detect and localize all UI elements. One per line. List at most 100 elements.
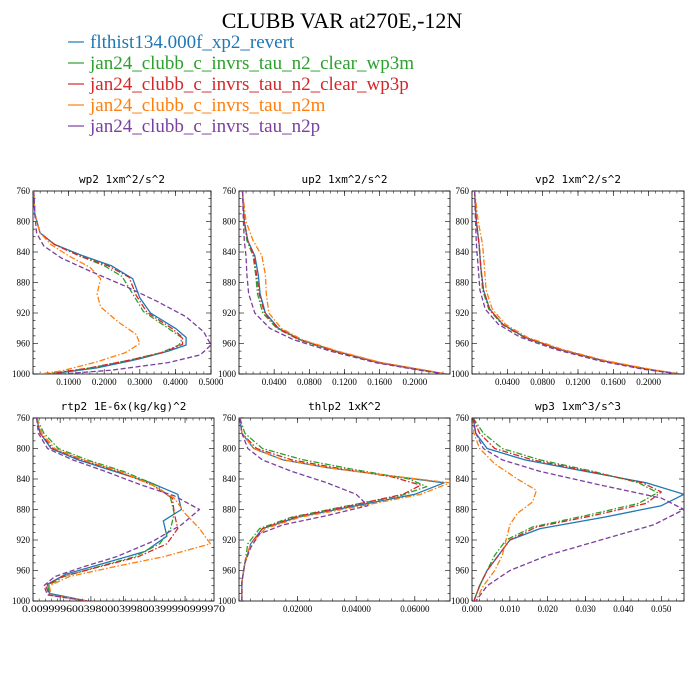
series-line-5	[239, 418, 369, 601]
series-line-3	[239, 418, 422, 601]
x-tick-label: 0.0800	[297, 377, 322, 387]
x-tick-label: 0.4000	[163, 377, 188, 387]
plot-frame	[238, 417, 451, 602]
panel-title: rtp2 1E-6x(kg/kg)^2	[61, 400, 187, 413]
series-line-3	[241, 191, 446, 374]
y-tick-label: 960	[456, 566, 470, 576]
x-tick-label: 0.0800	[530, 377, 555, 387]
y-tick-label: 760	[456, 413, 470, 423]
y-tick-label: 920	[17, 308, 31, 318]
y-tick-label: 920	[223, 535, 237, 545]
y-tick-label: 960	[223, 339, 237, 349]
plot-frame	[471, 190, 685, 375]
y-tick-label: 800	[223, 444, 237, 454]
x-tick-label: 0.1200	[566, 377, 591, 387]
legend-entry: jan24_clubb_c_invrs_tau_n2m	[89, 95, 326, 116]
x-tick-label: 0.1000	[56, 377, 81, 387]
x-tick-label: 0.0400	[495, 377, 520, 387]
x-tick-label: 0.1600	[601, 377, 626, 387]
y-tick-label: 920	[456, 308, 470, 318]
x-tick-label: 0.5000	[199, 377, 224, 387]
y-tick-label: 840	[456, 247, 470, 257]
panel-title: vp2 1xm^2/s^2	[535, 173, 621, 186]
y-tick-label: 800	[17, 444, 31, 454]
legend-entry: jan24_clubb_c_invrs_tau_n2_clear_wp3p	[89, 74, 409, 95]
x-tick-label: 0.000	[462, 604, 483, 614]
x-tick-label: 0.1600	[367, 377, 392, 387]
x-tick-label: 0.020	[538, 604, 559, 614]
x-tick-label: 0.2000	[636, 377, 661, 387]
series-line-3	[473, 191, 680, 374]
legend-entry: jan24_clubb_c_invrs_tau_n2_clear_wp3m	[89, 53, 414, 74]
series-line-1	[473, 191, 680, 374]
y-tick-label: 760	[17, 413, 31, 423]
x-tick-label: 0.3000	[127, 377, 152, 387]
y-tick-label: 960	[456, 339, 470, 349]
y-tick-label: 880	[456, 278, 470, 288]
y-tick-label: 880	[223, 505, 237, 515]
x-tick-label: 0.1200	[332, 377, 357, 387]
y-tick-label: 920	[17, 535, 31, 545]
y-tick-label: 1000	[12, 369, 31, 379]
panel-title: thlp2 1xK^2	[308, 400, 381, 413]
series-line-4	[35, 418, 212, 601]
panel-5: thlp2 1xK^2 760 800 840 880 920 960 1000 0.02000…	[218, 400, 451, 614]
x-tick-label: 0.010	[500, 604, 521, 614]
x-tick-label: 0.050	[651, 604, 672, 614]
panel-3: vp2 1xm^2/s^2 760 800 840 880 920 960 1000 0.040…	[451, 173, 685, 387]
series-line-3	[33, 191, 184, 374]
panel-title: wp2 1xm^2/s^2	[79, 173, 165, 186]
series-line-2	[473, 191, 680, 374]
y-tick-label: 920	[223, 308, 237, 318]
series-line-5	[35, 418, 201, 601]
series-line-1	[241, 191, 446, 374]
series-line-2	[472, 418, 659, 601]
x-tick-label: 0.2000	[402, 377, 427, 387]
y-tick-label: 1000	[451, 596, 470, 606]
y-tick-label: 760	[223, 413, 237, 423]
y-tick-label: 800	[17, 217, 31, 227]
y-tick-label: 880	[17, 505, 31, 515]
y-tick-label: 960	[223, 566, 237, 576]
series-line-4	[473, 191, 680, 374]
x-tick-label: 0.0400	[262, 377, 287, 387]
y-tick-label: 880	[17, 278, 31, 288]
series-line-4	[472, 418, 538, 601]
y-tick-label: 880	[456, 505, 470, 515]
y-tick-label: 1000	[218, 369, 237, 379]
series-line-5	[33, 191, 211, 374]
legend: flthist134.000f_xp2_revertjan24_clubb_c_…	[68, 32, 414, 137]
series-line-2	[36, 418, 175, 601]
y-tick-label: 800	[456, 217, 470, 227]
panel-4: rtp2 1E-6x(kg/kg)^2 760 800 840 880 920 960 100…	[12, 400, 226, 614]
x-tick-label: 0.2000	[92, 377, 117, 387]
y-tick-label: 760	[17, 186, 31, 196]
y-tick-label: 800	[456, 444, 470, 454]
series-line-1	[472, 418, 684, 601]
y-tick-label: 960	[17, 566, 31, 576]
series-line-5	[473, 191, 680, 374]
y-tick-label: 1000	[451, 369, 470, 379]
panel-6: wp3 1xm^3/s^3 760 800 840 880 920 960 10000.000…	[451, 400, 685, 614]
y-tick-label: 840	[456, 474, 470, 484]
panels: wp2 1xm^2/s^2 760 800 840 880 920 960 1000 0.100…	[12, 173, 685, 614]
series-line-4	[239, 418, 450, 601]
series-line-1	[33, 191, 187, 374]
plot-frame	[32, 190, 212, 375]
x-tick-label: 0.030	[575, 604, 596, 614]
y-tick-label: 840	[17, 247, 31, 257]
legend-entry: flthist134.000f_xp2_revert	[90, 32, 295, 53]
y-tick-label: 840	[223, 474, 237, 484]
legend-entry: jan24_clubb_c_invrs_tau_n2p	[89, 116, 320, 137]
panel-title: up2 1xm^2/s^2	[301, 173, 387, 186]
x-tick-label-overlap: 0.009999600398000399800399990999970	[22, 604, 226, 614]
figure-title: CLUBB VAR at270E,-12N	[222, 8, 463, 33]
series-line-2	[241, 191, 446, 374]
y-tick-label: 800	[223, 217, 237, 227]
x-tick-label: 0.040	[613, 604, 634, 614]
x-tick-label: 0.06000	[400, 604, 430, 614]
y-tick-label: 760	[223, 186, 237, 196]
panel-title: wp3 1xm^3/s^3	[535, 400, 621, 413]
x-tick-label: 0.04000	[342, 604, 372, 614]
series-line-3	[472, 418, 662, 601]
